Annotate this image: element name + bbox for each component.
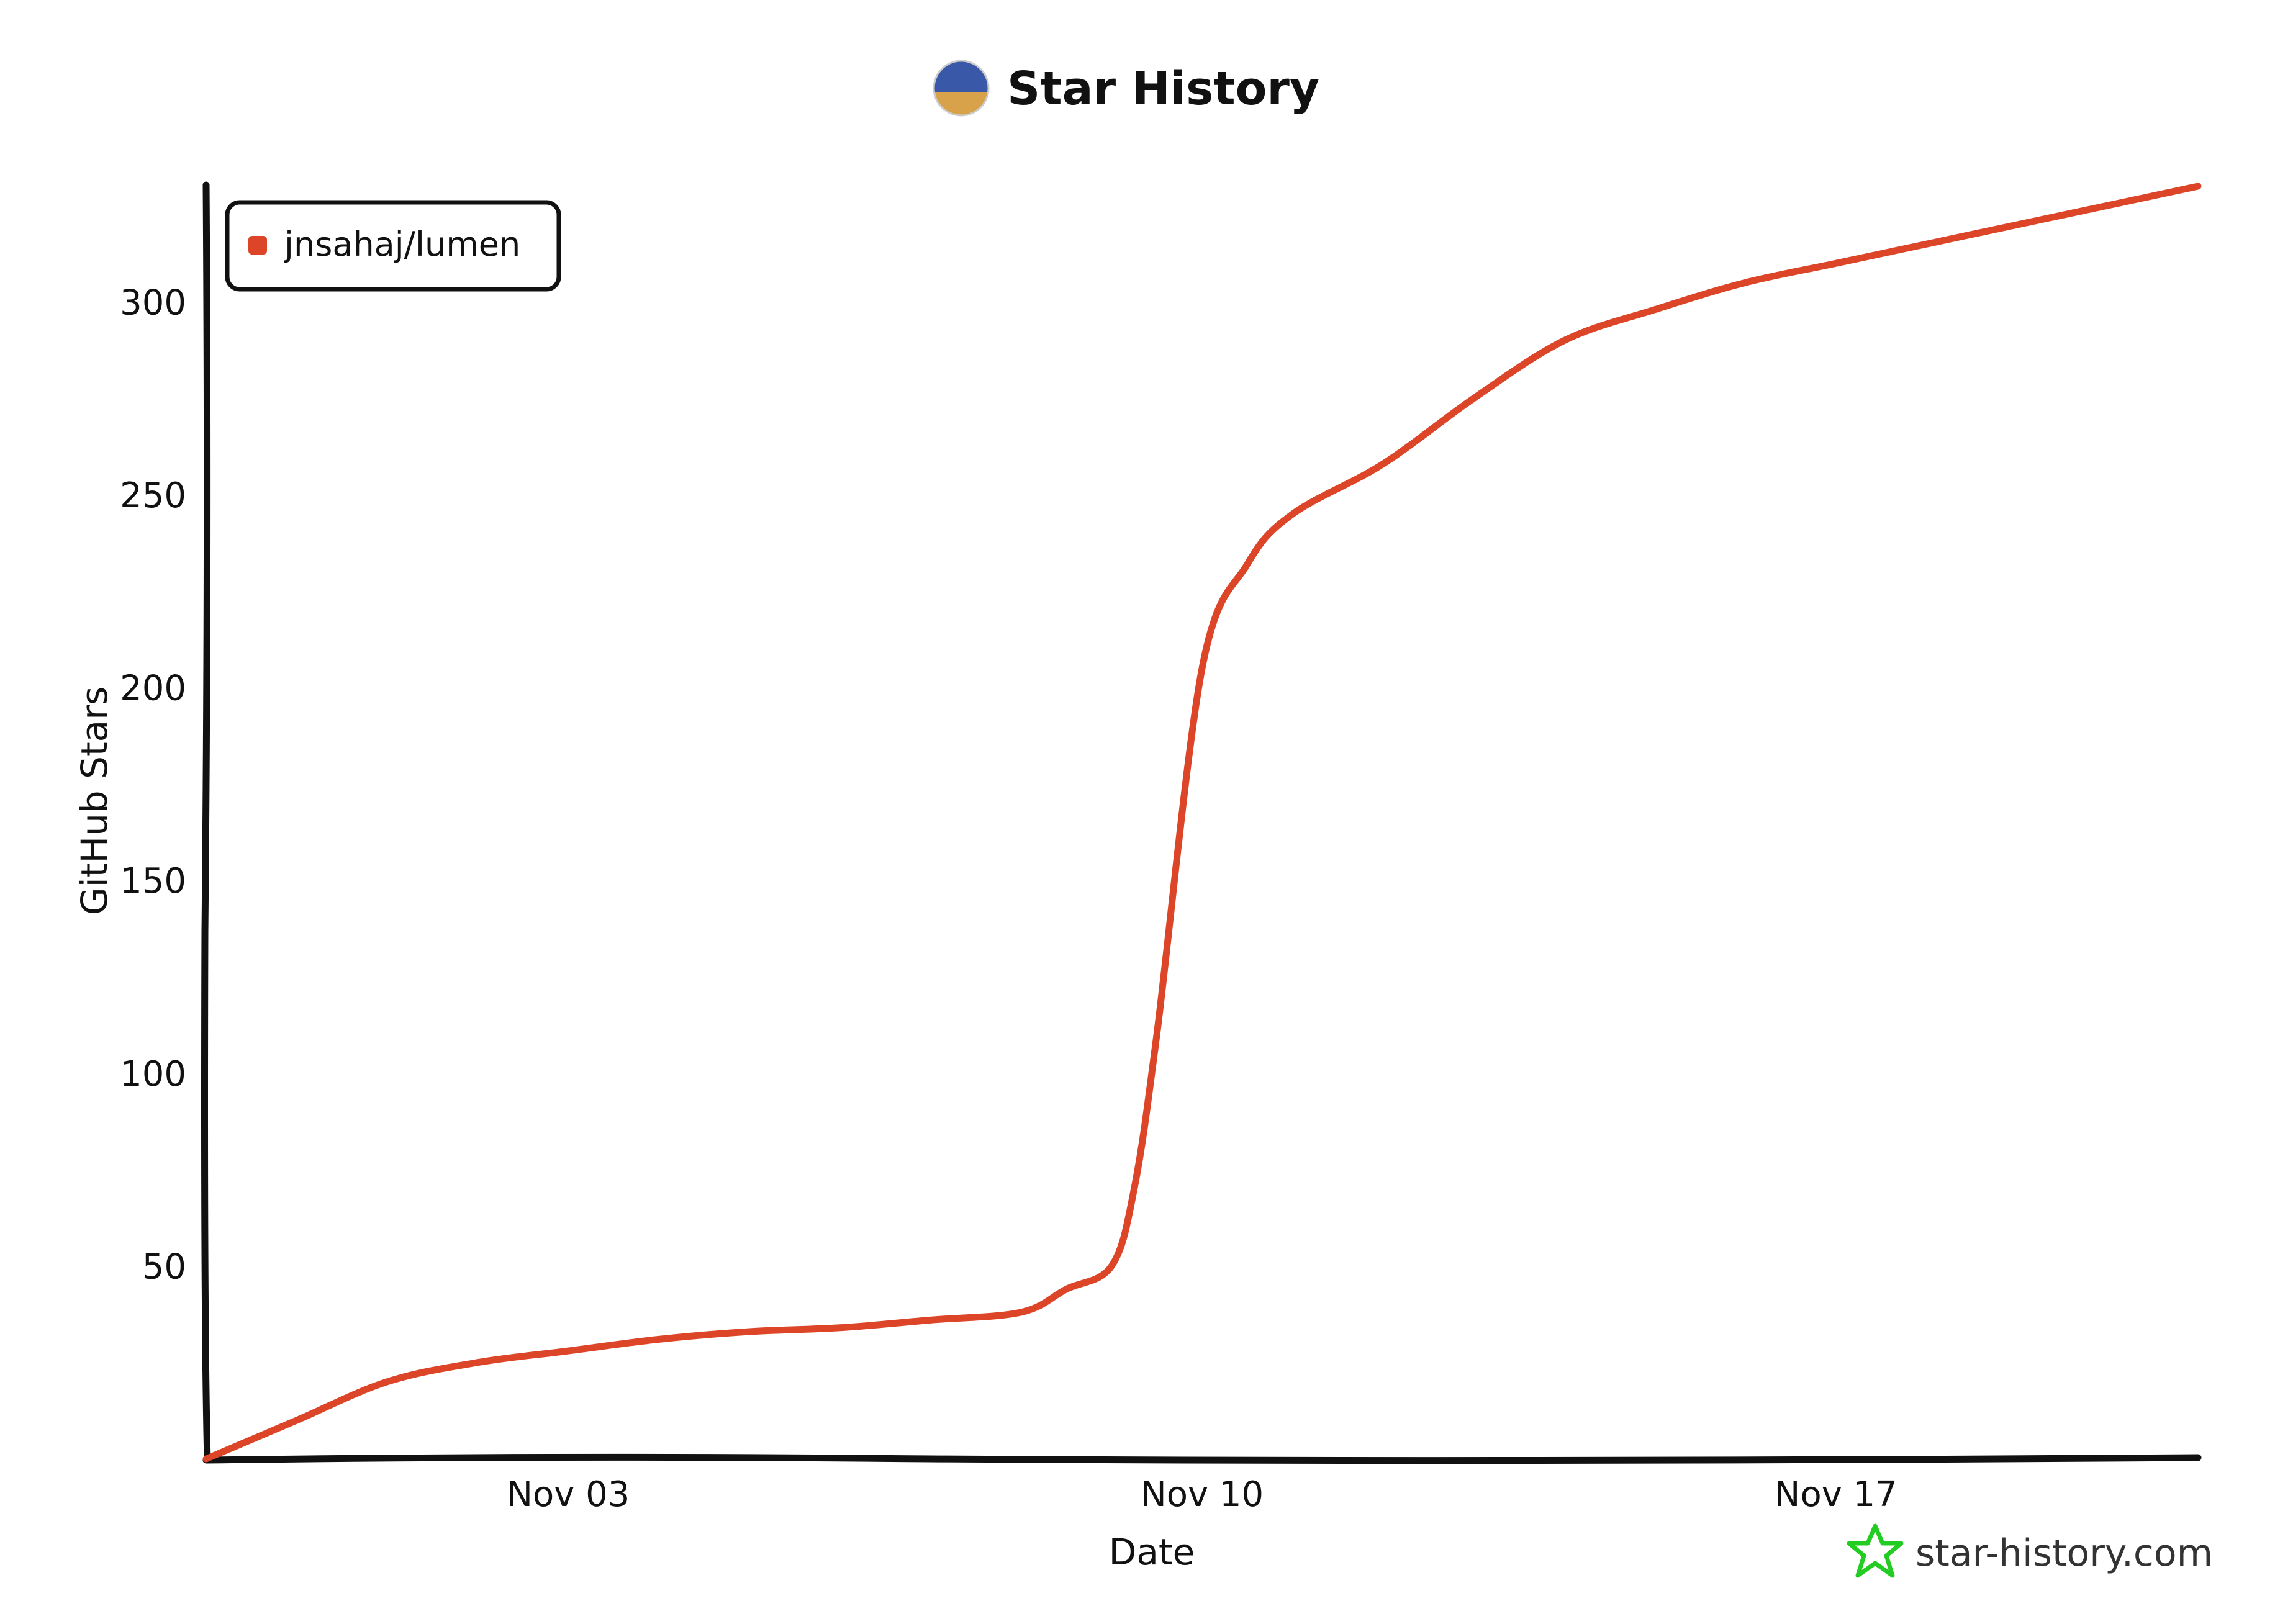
star-logo-icon: [1847, 1523, 1904, 1578]
y-axis-line: [201, 181, 211, 1464]
avatar-icon: [933, 60, 990, 117]
legend-series-name: jnsahaj/lumen: [284, 225, 520, 264]
x-tick-label: Nov 03: [507, 1474, 630, 1515]
y-tick-label: 250: [120, 476, 186, 516]
y-axis-label: GitHub Stars: [73, 687, 115, 916]
y-tick-label: 100: [120, 1054, 186, 1094]
x-tick-label: Nov 10: [1141, 1474, 1264, 1515]
chart-title: Star History: [1007, 62, 1319, 115]
x-tick-labels: Nov 03 Nov 10 Nov 17: [507, 1474, 1897, 1515]
x-axis-label: Date: [1109, 1531, 1195, 1573]
y-tick-label: 300: [120, 282, 186, 323]
legend-box: [225, 200, 561, 292]
watermark-text: star-history.com: [1915, 1532, 2213, 1575]
y-tick-label: 50: [142, 1247, 186, 1287]
legend: jnsahaj/lumen: [225, 200, 561, 292]
series-layer: [202, 183, 2202, 1463]
title-group: Star History: [933, 60, 1319, 117]
x-axis-line: [202, 1453, 2202, 1464]
y-tick-label: 200: [120, 669, 186, 709]
legend-swatch: [248, 236, 267, 255]
axes: [201, 181, 2202, 1464]
watermark: star-history.com: [1847, 1523, 2213, 1578]
y-tick-labels: 50 100 150 200 250 300: [120, 282, 186, 1287]
y-tick-label: 150: [120, 861, 186, 901]
x-tick-label: Nov 17: [1775, 1474, 1897, 1515]
series-line-0: [202, 183, 2202, 1463]
